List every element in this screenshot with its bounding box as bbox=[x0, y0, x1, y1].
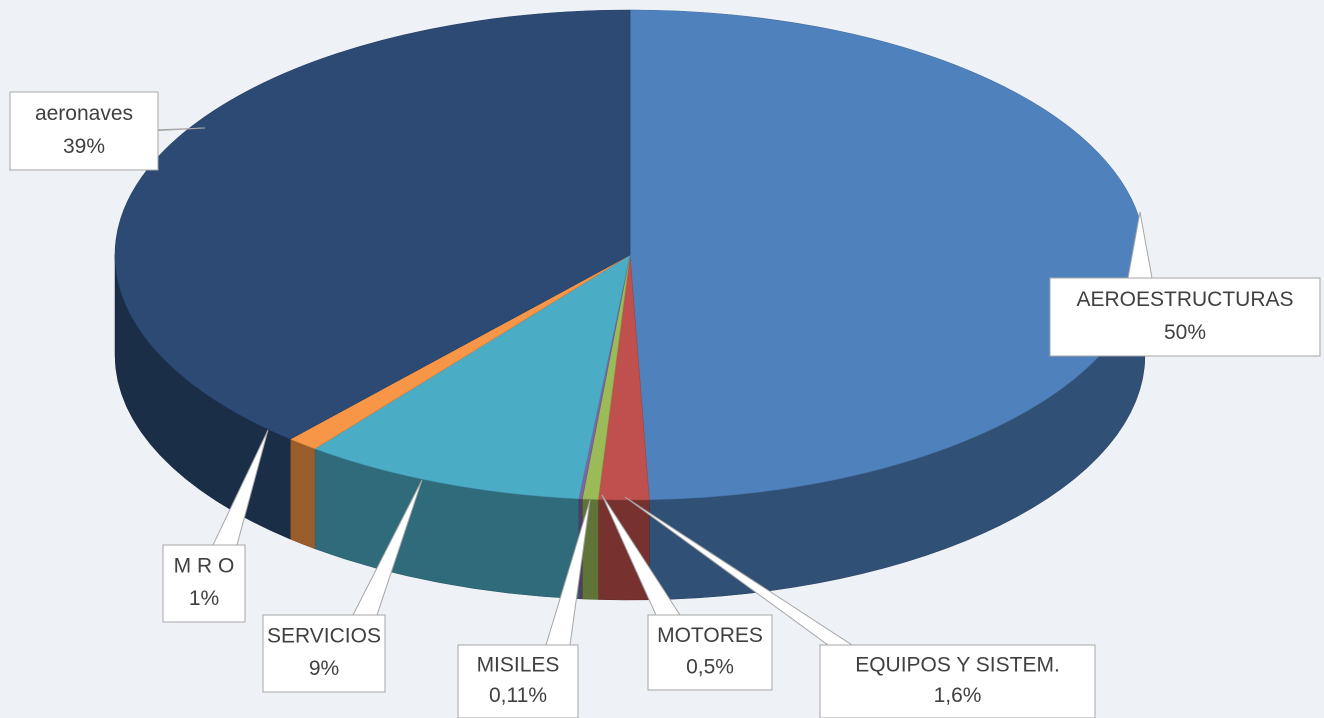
label-name: MOTORES bbox=[657, 624, 763, 647]
label-value: 1% bbox=[189, 587, 219, 610]
label-name: aeronaves bbox=[35, 102, 133, 125]
label-name: MISILES bbox=[477, 653, 560, 676]
slice-side bbox=[582, 499, 598, 600]
chart: AEROESTRUCTURAS 50% EQUIPOS Y SISTEM. 1,6% M… bbox=[0, 0, 1324, 718]
label-name: EQUIPOS Y SISTEM. bbox=[855, 653, 1060, 676]
label-value: 50% bbox=[1164, 321, 1206, 344]
label-value: 9% bbox=[309, 657, 339, 680]
slice-side bbox=[290, 439, 315, 549]
label-name: M R O bbox=[174, 555, 235, 578]
label-value: 1,6% bbox=[934, 684, 982, 707]
slice-side bbox=[598, 500, 649, 600]
label-value: 0,5% bbox=[686, 656, 734, 679]
label-name: SERVICIOS bbox=[267, 625, 381, 648]
label-name: AEROESTRUCTURAS bbox=[1076, 288, 1293, 311]
label-value: 39% bbox=[63, 135, 105, 158]
label-value: 0,11% bbox=[489, 684, 547, 707]
